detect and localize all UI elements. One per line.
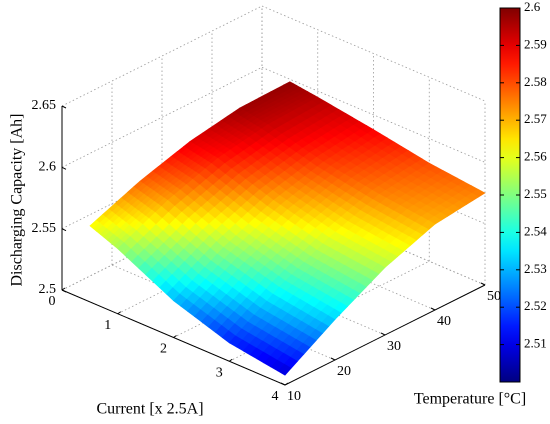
colorbar-tick-label: 2.52 xyxy=(524,298,547,313)
x-tick-label: 2 xyxy=(160,342,167,357)
colorbar-tick-label: 2.53 xyxy=(524,261,547,276)
surface-quad xyxy=(228,286,336,376)
y-tick-label: 40 xyxy=(437,314,451,329)
grid-line xyxy=(261,66,486,163)
grid-line xyxy=(61,128,263,230)
surface-quad xyxy=(217,124,325,201)
x-tick-label: 4 xyxy=(272,389,279,404)
y-tick-label: 50 xyxy=(487,289,501,304)
surface-patch xyxy=(277,363,292,376)
y-tick xyxy=(330,357,336,361)
colorbar-tick-label: 2.55 xyxy=(524,186,547,201)
y-tick-label: 10 xyxy=(287,389,301,404)
y-axis-label: Temperature [°C] xyxy=(414,391,526,408)
x-tick xyxy=(61,287,66,291)
surface-quad xyxy=(139,141,219,201)
surface-quad xyxy=(272,161,380,239)
x-tick xyxy=(228,358,233,362)
surface-quad xyxy=(167,157,274,248)
y-tick xyxy=(480,282,486,286)
z-tick xyxy=(61,105,67,109)
x-tick xyxy=(284,382,289,386)
surface-quad xyxy=(378,162,486,225)
x-tick-label: 3 xyxy=(216,365,223,380)
colorbar-tick-label: 2.58 xyxy=(524,74,547,89)
surface-quad xyxy=(173,247,280,344)
colorbar-tick-label: 2.56 xyxy=(524,149,547,164)
grid-line xyxy=(117,213,318,315)
surface-quad xyxy=(189,107,269,159)
axes: 0 1 2 3 4 10 20 30 40 50 2.5 2.55 2.6 2.65 xyxy=(32,98,502,404)
surface-quad xyxy=(278,237,386,320)
x-tick xyxy=(117,311,122,315)
colorbar-tick-label: 2.54 xyxy=(524,223,547,238)
z-tick-label: 2.6 xyxy=(39,160,57,175)
grid-line xyxy=(61,189,263,291)
colorbar-tick-label: 2.6 xyxy=(524,0,541,14)
z-axis-label: Discharging Capacity [Ah] xyxy=(9,114,26,287)
colorbar-tick-label: 2.51 xyxy=(524,336,547,351)
colorbar-tick-label: 2.57 xyxy=(524,111,547,126)
y-tick xyxy=(280,382,286,386)
x-tick xyxy=(173,335,177,338)
x-tick-label: 0 xyxy=(49,294,56,309)
grid-line xyxy=(61,5,263,107)
y-tick xyxy=(430,307,436,311)
surface-quad xyxy=(267,96,375,163)
colorbar-tick-label: 2.59 xyxy=(524,36,547,51)
z-tick-label: 2.5 xyxy=(39,282,57,297)
surface-quad xyxy=(322,129,430,195)
y-tick xyxy=(380,332,386,336)
surface-quad xyxy=(89,180,169,250)
z-tick-label: 2.65 xyxy=(32,98,57,113)
surface xyxy=(89,81,486,376)
y-tick-label: 30 xyxy=(387,339,401,354)
surface-quad xyxy=(328,193,436,268)
surface-quad xyxy=(223,200,330,288)
z-tick xyxy=(61,166,67,170)
grid-line xyxy=(61,66,263,168)
z-tick xyxy=(61,228,67,232)
x-axis-label: Current [x 2.5A] xyxy=(96,401,203,418)
y-tick-label: 20 xyxy=(337,364,351,379)
z-tick-label: 2.55 xyxy=(32,221,57,236)
grid-line xyxy=(261,5,486,102)
colorbar: 2.51 2.52 2.53 2.54 2.55 2.56 2.57 2.58 2.59 2.6 xyxy=(499,0,547,383)
z-tick xyxy=(61,289,67,293)
x-tick-label: 1 xyxy=(104,318,111,333)
